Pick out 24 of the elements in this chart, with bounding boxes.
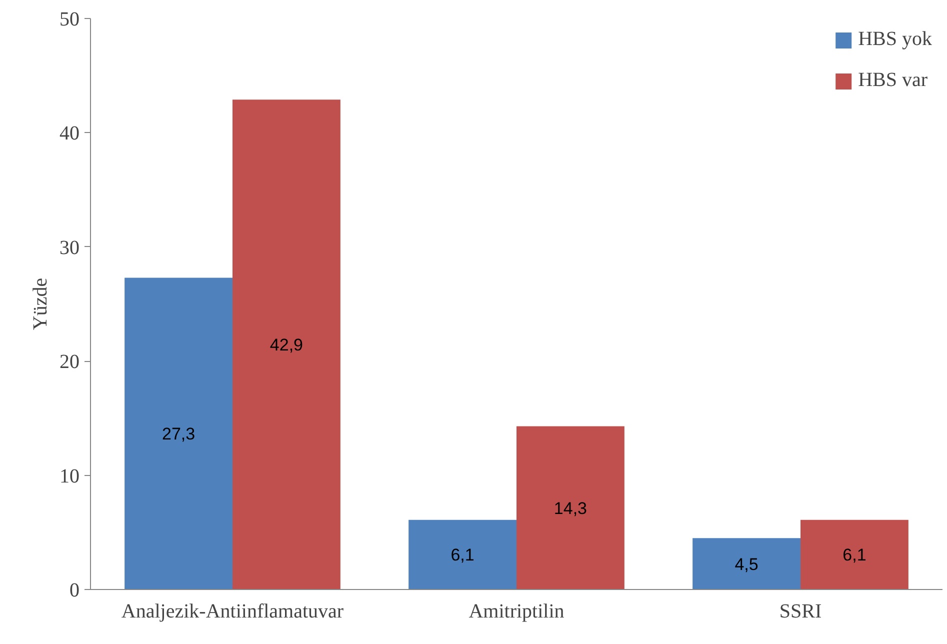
y-axis-title: Yüzde bbox=[30, 278, 52, 330]
bar bbox=[408, 520, 516, 590]
data-label: 42,9 bbox=[270, 336, 304, 355]
bar bbox=[232, 100, 340, 590]
data-label: 27,3 bbox=[162, 424, 196, 444]
bar bbox=[692, 538, 800, 590]
y-tick-label: 50 bbox=[60, 8, 80, 30]
legend-label: HBS yok bbox=[858, 28, 932, 51]
bar bbox=[516, 426, 624, 590]
x-tick-label: Amitriptilin bbox=[468, 600, 564, 622]
y-tick-label: 10 bbox=[60, 465, 80, 488]
y-tick-label: 40 bbox=[60, 122, 80, 145]
bar bbox=[800, 520, 908, 590]
data-label: 6,1 bbox=[450, 546, 474, 565]
y-tick-label: 0 bbox=[70, 580, 80, 602]
data-label: 4,5 bbox=[734, 554, 758, 574]
data-label: 6,1 bbox=[842, 546, 866, 565]
y-tick-label: 30 bbox=[60, 236, 80, 259]
data-label: 14,3 bbox=[554, 498, 588, 518]
bar bbox=[124, 278, 232, 590]
y-tick-label: 20 bbox=[60, 351, 80, 374]
legend-label: HBS var bbox=[858, 69, 928, 92]
x-tick-label: SSRI bbox=[779, 600, 822, 622]
x-tick-label: Analjezik-Antiinflamatuvar bbox=[121, 600, 344, 622]
